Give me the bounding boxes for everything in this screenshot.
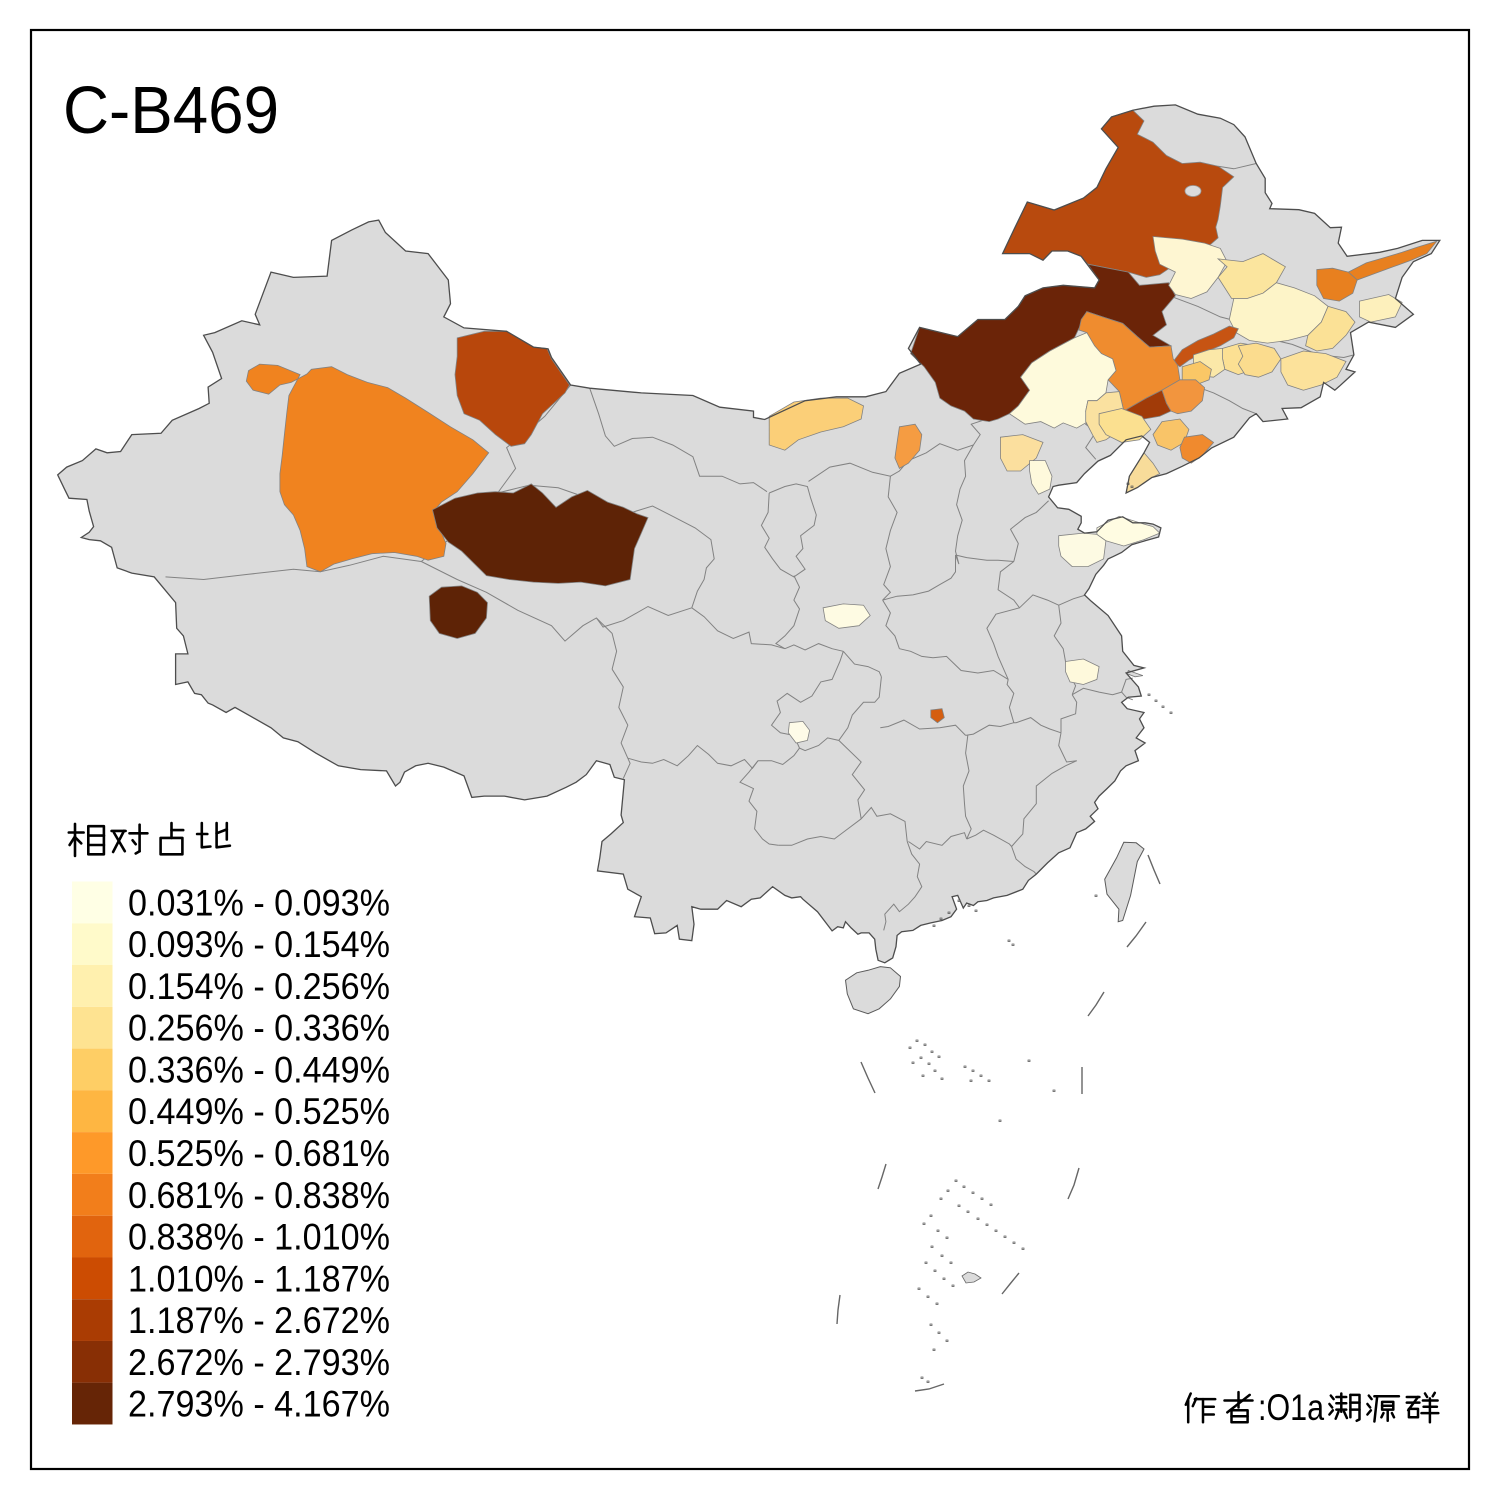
- svg-text:C-B469: C-B469: [63, 73, 279, 148]
- svg-text:2.672% - 2.793%: 2.672% - 2.793%: [128, 1342, 390, 1383]
- svg-text:0.256% - 0.336%: 0.256% - 0.336%: [128, 1008, 390, 1049]
- svg-text:0.838% - 1.010%: 0.838% - 1.010%: [128, 1217, 390, 1258]
- svg-text:0.093% - 0.154%: 0.093% - 0.154%: [128, 924, 390, 965]
- svg-text:0.031% - 0.093%: 0.031% - 0.093%: [128, 882, 390, 923]
- svg-text:2.793% - 4.167%: 2.793% - 4.167%: [128, 1384, 390, 1425]
- svg-text:0.681% - 0.838%: 0.681% - 0.838%: [128, 1175, 390, 1216]
- svg-text:0.336% - 0.449%: 0.336% - 0.449%: [128, 1050, 390, 1091]
- svg-text:0.525% - 0.681%: 0.525% - 0.681%: [128, 1133, 390, 1174]
- svg-text:1.187% - 2.672%: 1.187% - 2.672%: [128, 1300, 390, 1341]
- svg-text:1.010% - 1.187%: 1.010% - 1.187%: [128, 1258, 390, 1299]
- svg-text:0.154% - 0.256%: 0.154% - 0.256%: [128, 966, 390, 1007]
- svg-text:0.449% - 0.525%: 0.449% - 0.525%: [128, 1091, 390, 1132]
- svg-text::O1a: :O1a: [1258, 1387, 1324, 1428]
